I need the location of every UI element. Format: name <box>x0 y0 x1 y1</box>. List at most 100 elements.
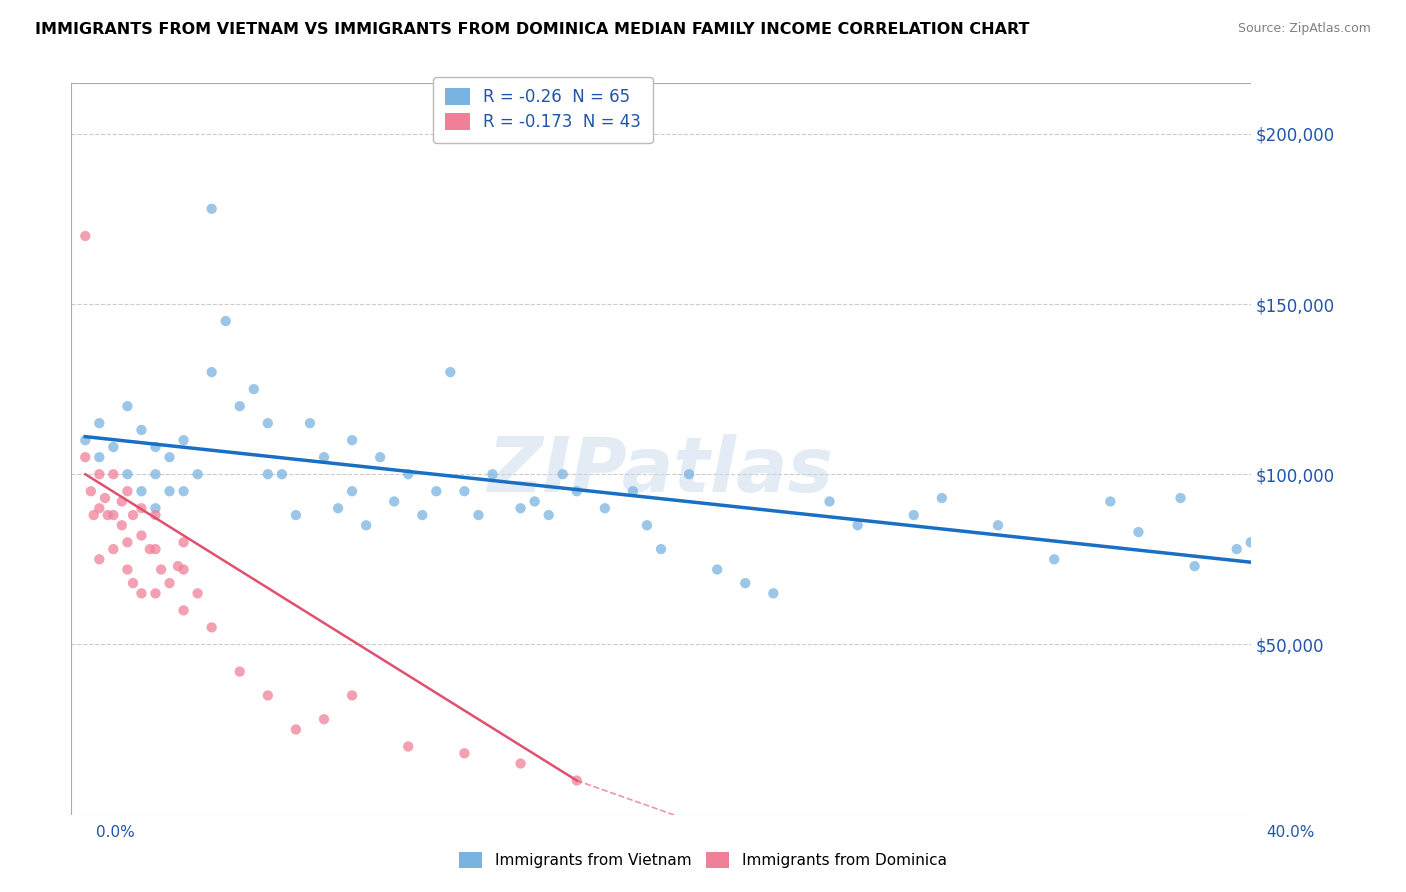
Text: 40.0%: 40.0% <box>1267 825 1315 839</box>
Point <box>173 603 195 617</box>
Point <box>159 450 181 465</box>
Text: IMMIGRANTS FROM VIETNAM VS IMMIGRANTS FROM DOMINICA MEDIAN FAMILY INCOME CORRELA: IMMIGRANTS FROM VIETNAM VS IMMIGRANTS FR… <box>35 22 1029 37</box>
Point <box>931 491 953 505</box>
Point <box>818 494 841 508</box>
Point <box>117 484 139 499</box>
Point <box>270 467 292 482</box>
Point <box>987 518 1010 533</box>
Point <box>187 467 209 482</box>
Point <box>89 501 111 516</box>
Point <box>762 586 785 600</box>
Point <box>131 501 153 516</box>
Text: ZIPatlas: ZIPatlas <box>488 434 834 508</box>
Point <box>284 508 307 522</box>
Point <box>150 562 173 576</box>
Point <box>103 440 125 454</box>
Point <box>173 562 195 576</box>
Point <box>453 747 475 761</box>
Point <box>734 576 756 591</box>
Text: Source: ZipAtlas.com: Source: ZipAtlas.com <box>1237 22 1371 36</box>
Point <box>173 433 195 447</box>
Point <box>97 508 120 522</box>
Point <box>1240 535 1263 549</box>
Point <box>131 586 153 600</box>
Text: 0.0%: 0.0% <box>96 825 135 839</box>
Point <box>80 484 103 499</box>
Point <box>103 508 125 522</box>
Point <box>551 467 574 482</box>
Point <box>439 365 461 379</box>
Point <box>117 467 139 482</box>
Point <box>565 773 588 788</box>
Point <box>173 535 195 549</box>
Point <box>201 365 224 379</box>
Point <box>537 508 560 522</box>
Point <box>89 467 111 482</box>
Point <box>312 450 335 465</box>
Point <box>117 562 139 576</box>
Point <box>139 542 162 557</box>
Point <box>145 542 167 557</box>
Point <box>94 491 117 505</box>
Point <box>312 712 335 726</box>
Point <box>1170 491 1192 505</box>
Point <box>229 399 252 413</box>
Point <box>340 433 363 447</box>
Point <box>846 518 869 533</box>
Point <box>83 508 105 522</box>
Point <box>201 202 224 216</box>
Point <box>354 518 377 533</box>
Point <box>650 542 672 557</box>
Point <box>298 416 321 430</box>
Point <box>340 484 363 499</box>
Point <box>145 586 167 600</box>
Point <box>636 518 658 533</box>
Point <box>131 528 153 542</box>
Point <box>243 382 266 396</box>
Point <box>229 665 252 679</box>
Point <box>1128 525 1150 540</box>
Point <box>368 450 391 465</box>
Point <box>425 484 447 499</box>
Point <box>167 559 190 574</box>
Point <box>89 450 111 465</box>
Point <box>509 756 531 771</box>
Point <box>103 542 125 557</box>
Point <box>131 484 153 499</box>
Point <box>284 723 307 737</box>
Point <box>523 494 546 508</box>
Point <box>111 518 134 533</box>
Point <box>117 535 139 549</box>
Point <box>565 484 588 499</box>
Point <box>187 586 209 600</box>
Point <box>1043 552 1066 566</box>
Point <box>122 576 145 591</box>
Point <box>382 494 405 508</box>
Point <box>145 508 167 522</box>
Point <box>481 467 503 482</box>
Point <box>111 494 134 508</box>
Point <box>256 416 278 430</box>
Point <box>621 484 644 499</box>
Point <box>256 467 278 482</box>
Point <box>215 314 238 328</box>
Point <box>256 689 278 703</box>
Point <box>201 620 224 634</box>
Point <box>396 467 419 482</box>
Point <box>103 467 125 482</box>
Point <box>173 484 195 499</box>
Point <box>509 501 531 516</box>
Point <box>75 433 97 447</box>
Point <box>89 552 111 566</box>
Legend: R = -0.26  N = 65, R = -0.173  N = 43: R = -0.26 N = 65, R = -0.173 N = 43 <box>433 77 652 143</box>
Point <box>706 562 728 576</box>
Point <box>903 508 925 522</box>
Point <box>593 501 616 516</box>
Point <box>467 508 489 522</box>
Point <box>75 450 97 465</box>
Point <box>1184 559 1206 574</box>
Point <box>131 423 153 437</box>
Point <box>145 467 167 482</box>
Point <box>1099 494 1122 508</box>
Point <box>117 399 139 413</box>
